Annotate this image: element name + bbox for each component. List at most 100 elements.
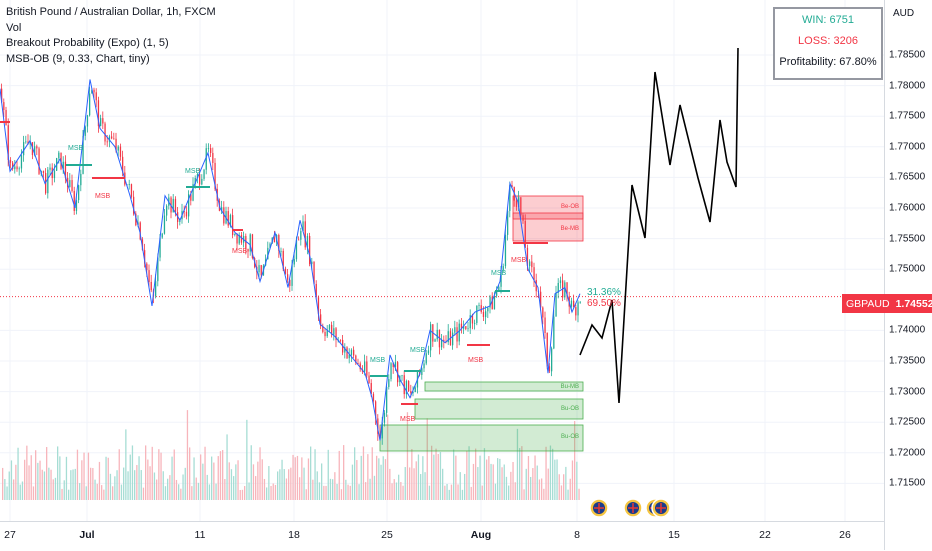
time-axis[interactable]	[0, 521, 884, 551]
candle-body	[78, 185, 80, 201]
candle-body	[322, 326, 324, 332]
volume-bar	[567, 489, 569, 500]
volume-bar	[235, 464, 237, 500]
volume-bar	[428, 485, 431, 500]
candle-body	[386, 387, 388, 413]
candle-body	[146, 263, 148, 271]
volume-bar	[114, 476, 116, 500]
price-axis-label: 1.77500	[889, 110, 926, 122]
event-flag-icon[interactable]	[651, 498, 671, 518]
volume-bar	[288, 469, 290, 500]
candle-body	[350, 349, 353, 355]
volume-bar	[156, 479, 158, 500]
candle-body	[203, 169, 205, 179]
candle-body	[192, 183, 194, 201]
event-flag-icon[interactable]	[623, 498, 643, 518]
price-axis[interactable]	[884, 0, 932, 550]
breakout-probability-label[interactable]: Breakout Probability (Expo) (1, 5)	[6, 37, 169, 49]
volume-bar	[184, 467, 186, 500]
volume-indicator-label[interactable]: Vol	[6, 21, 22, 34]
candle-body	[353, 349, 355, 356]
event-badges	[589, 498, 671, 518]
candle-body	[304, 221, 306, 248]
candle-body	[370, 383, 372, 395]
candle-body	[174, 198, 177, 213]
volume-bar	[569, 478, 571, 500]
candle-body	[476, 305, 478, 323]
msb-label: MSB	[468, 357, 484, 364]
volume-bar	[171, 456, 173, 500]
volume-bar	[318, 482, 321, 500]
candle-body	[232, 215, 234, 236]
candle-body	[75, 200, 78, 211]
candle-body	[221, 207, 223, 211]
candle-body	[447, 331, 449, 343]
volume-bar	[360, 455, 362, 500]
candle-body	[172, 198, 174, 213]
candle-body	[480, 305, 482, 312]
candle-body	[485, 311, 487, 317]
volume-bar	[325, 485, 327, 500]
volume-bar	[563, 474, 565, 500]
current-price-tag: GBPAUD 1.74552	[842, 294, 932, 313]
candle-body	[183, 210, 185, 212]
volume-bar	[224, 479, 226, 500]
volume-bar	[21, 481, 24, 500]
volume-bar	[461, 489, 464, 500]
volume-bar	[52, 479, 54, 500]
candle-body	[58, 152, 60, 159]
msb-label: MSB	[400, 416, 416, 423]
msb-ob-indicator-label[interactable]: MSB-OB (9, 0.33, Chart, tiny)	[6, 52, 150, 65]
volume-bar	[327, 449, 329, 500]
volume-bar	[316, 471, 318, 500]
candle-body	[458, 323, 460, 342]
volume-bar	[356, 460, 358, 500]
candle-body	[502, 266, 504, 271]
volume-bar	[37, 462, 39, 500]
candle-body	[119, 146, 122, 157]
volume-bar	[391, 483, 393, 500]
candle-body	[69, 180, 71, 188]
candle-body	[355, 355, 357, 364]
candle-body	[289, 279, 291, 286]
volume-bar	[336, 483, 338, 500]
candle-body	[234, 233, 236, 236]
price-axis-label: 1.76000	[889, 202, 926, 214]
candle-body	[410, 391, 412, 394]
volume-bar	[39, 460, 41, 500]
candle-body	[326, 329, 328, 337]
volume-bar	[554, 459, 556, 500]
volume-bar	[433, 454, 435, 500]
price-axis-label: 1.78500	[889, 49, 926, 61]
candle-body	[205, 148, 207, 170]
volume-bar	[310, 446, 312, 500]
volume-bar	[90, 467, 92, 500]
chart-area[interactable]: Be-OB Be-MB Bu-MB Bu-OB Bu-OB MSB MSB MSB MSB MS…	[0, 0, 884, 521]
candle-body	[64, 161, 67, 178]
event-flag-icon[interactable]	[589, 498, 609, 518]
volume-bar	[233, 476, 235, 500]
price-axis-label: 1.77000	[889, 141, 926, 153]
volume-bar	[351, 464, 354, 500]
volume-bar	[145, 445, 147, 500]
candle-body	[557, 282, 559, 293]
win-loss-stats-box: WIN: 6751 LOSS: 3206 Profitability: 67.8…	[773, 7, 883, 80]
candle-body	[196, 174, 199, 179]
volume-bar	[202, 463, 204, 500]
msb-marks: MSB MSB MSB MSB MSB MSB MSB MSB MSB MSB	[0, 121, 548, 423]
volume-bar	[437, 454, 439, 500]
candle-body	[260, 265, 262, 276]
candle-body	[339, 339, 342, 341]
volume-bar	[343, 445, 345, 500]
candle-body	[469, 315, 471, 329]
candle-body	[394, 362, 397, 368]
candle-body	[108, 136, 111, 142]
volume-bar	[6, 486, 8, 500]
volume-bar	[543, 488, 545, 500]
volume-bar	[74, 468, 76, 500]
candle-body	[456, 327, 458, 342]
candle-body	[80, 173, 82, 186]
candle-body	[575, 307, 577, 316]
symbol-title[interactable]: British Pound / Australian Dollar, 1h, F…	[6, 6, 216, 18]
